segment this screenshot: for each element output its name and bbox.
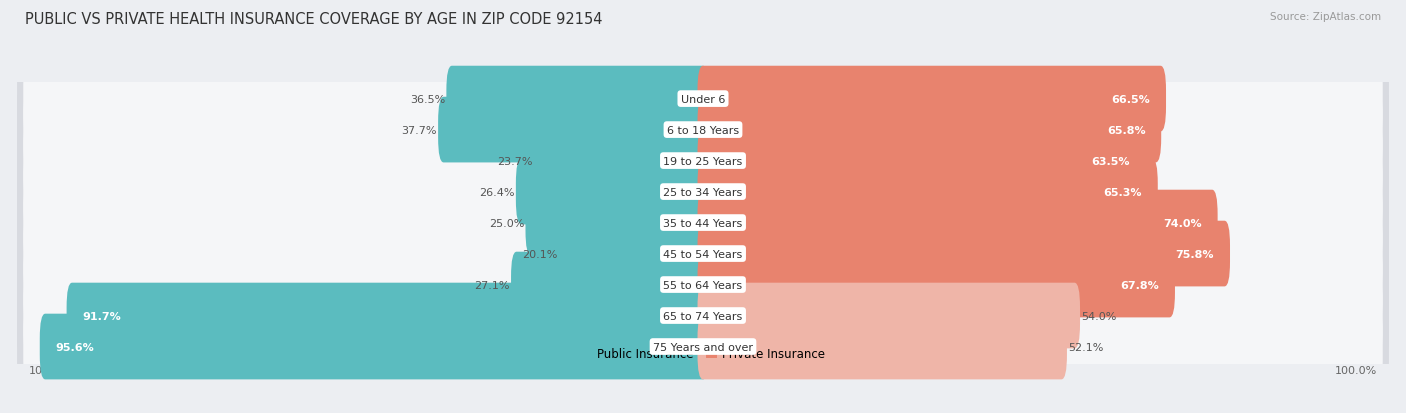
Text: 91.7%: 91.7% bbox=[83, 311, 121, 321]
Text: 100.0%: 100.0% bbox=[28, 365, 72, 375]
Text: 54.0%: 54.0% bbox=[1081, 311, 1116, 321]
FancyBboxPatch shape bbox=[24, 55, 1382, 143]
Text: 19 to 25 Years: 19 to 25 Years bbox=[664, 156, 742, 166]
FancyBboxPatch shape bbox=[697, 314, 1067, 380]
Text: 100.0%: 100.0% bbox=[1334, 365, 1378, 375]
FancyBboxPatch shape bbox=[24, 117, 1382, 205]
FancyBboxPatch shape bbox=[526, 190, 709, 256]
FancyBboxPatch shape bbox=[697, 66, 1166, 132]
Text: 75.8%: 75.8% bbox=[1175, 249, 1215, 259]
Text: 74.0%: 74.0% bbox=[1163, 218, 1202, 228]
Text: 6 to 18 Years: 6 to 18 Years bbox=[666, 125, 740, 135]
FancyBboxPatch shape bbox=[17, 264, 1389, 367]
Text: 35 to 44 Years: 35 to 44 Years bbox=[664, 218, 742, 228]
Text: 20.1%: 20.1% bbox=[523, 249, 558, 259]
FancyBboxPatch shape bbox=[17, 295, 1389, 398]
FancyBboxPatch shape bbox=[24, 272, 1382, 360]
FancyBboxPatch shape bbox=[66, 283, 709, 349]
FancyBboxPatch shape bbox=[17, 48, 1389, 151]
FancyBboxPatch shape bbox=[697, 159, 1157, 225]
FancyBboxPatch shape bbox=[24, 148, 1382, 236]
Text: 65 to 74 Years: 65 to 74 Years bbox=[664, 311, 742, 321]
FancyBboxPatch shape bbox=[510, 252, 709, 318]
FancyBboxPatch shape bbox=[516, 159, 709, 225]
Text: 52.1%: 52.1% bbox=[1069, 342, 1104, 352]
FancyBboxPatch shape bbox=[697, 221, 1230, 287]
Legend: Public Insurance, Private Insurance: Public Insurance, Private Insurance bbox=[581, 348, 825, 361]
FancyBboxPatch shape bbox=[697, 97, 1161, 163]
FancyBboxPatch shape bbox=[17, 233, 1389, 336]
Text: 67.8%: 67.8% bbox=[1121, 280, 1159, 290]
FancyBboxPatch shape bbox=[439, 97, 709, 163]
FancyBboxPatch shape bbox=[17, 79, 1389, 182]
Text: 75 Years and over: 75 Years and over bbox=[652, 342, 754, 352]
Text: PUBLIC VS PRIVATE HEALTH INSURANCE COVERAGE BY AGE IN ZIP CODE 92154: PUBLIC VS PRIVATE HEALTH INSURANCE COVER… bbox=[25, 12, 603, 27]
FancyBboxPatch shape bbox=[17, 172, 1389, 274]
FancyBboxPatch shape bbox=[17, 203, 1389, 305]
Text: 55 to 64 Years: 55 to 64 Years bbox=[664, 280, 742, 290]
FancyBboxPatch shape bbox=[446, 66, 709, 132]
FancyBboxPatch shape bbox=[697, 283, 1080, 349]
Text: 23.7%: 23.7% bbox=[498, 156, 533, 166]
FancyBboxPatch shape bbox=[39, 314, 709, 380]
Text: 65.8%: 65.8% bbox=[1107, 125, 1146, 135]
Text: 25.0%: 25.0% bbox=[489, 218, 524, 228]
FancyBboxPatch shape bbox=[697, 190, 1218, 256]
Text: 63.5%: 63.5% bbox=[1091, 156, 1129, 166]
Text: Under 6: Under 6 bbox=[681, 94, 725, 104]
Text: 36.5%: 36.5% bbox=[409, 94, 446, 104]
Text: 45 to 54 Years: 45 to 54 Years bbox=[664, 249, 742, 259]
Text: 37.7%: 37.7% bbox=[401, 125, 437, 135]
Text: Source: ZipAtlas.com: Source: ZipAtlas.com bbox=[1270, 12, 1381, 22]
FancyBboxPatch shape bbox=[534, 128, 709, 194]
FancyBboxPatch shape bbox=[697, 128, 1146, 194]
Text: 27.1%: 27.1% bbox=[474, 280, 509, 290]
Text: 95.6%: 95.6% bbox=[56, 342, 94, 352]
Text: 26.4%: 26.4% bbox=[479, 187, 515, 197]
FancyBboxPatch shape bbox=[24, 210, 1382, 298]
FancyBboxPatch shape bbox=[17, 141, 1389, 243]
Text: 66.5%: 66.5% bbox=[1112, 94, 1150, 104]
Text: 65.3%: 65.3% bbox=[1104, 187, 1142, 197]
FancyBboxPatch shape bbox=[24, 86, 1382, 174]
FancyBboxPatch shape bbox=[24, 303, 1382, 391]
FancyBboxPatch shape bbox=[24, 241, 1382, 329]
FancyBboxPatch shape bbox=[17, 110, 1389, 213]
FancyBboxPatch shape bbox=[697, 252, 1175, 318]
Text: 25 to 34 Years: 25 to 34 Years bbox=[664, 187, 742, 197]
FancyBboxPatch shape bbox=[560, 221, 709, 287]
FancyBboxPatch shape bbox=[24, 179, 1382, 267]
